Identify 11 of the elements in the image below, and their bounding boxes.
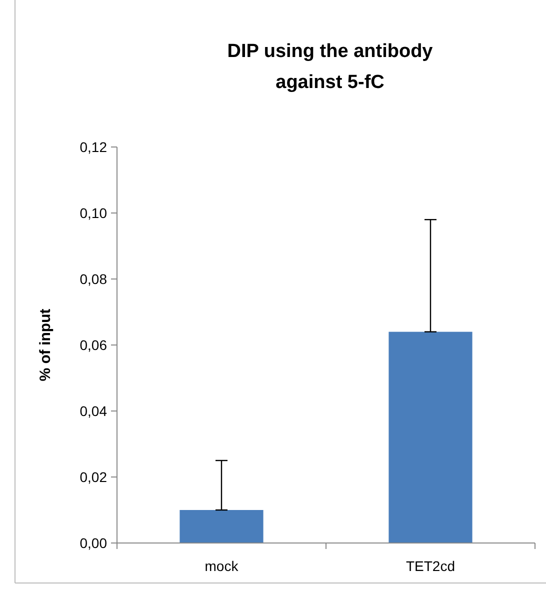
y-tick-label: 0,10: [80, 204, 108, 221]
y-tick-label: 0,02: [80, 468, 108, 485]
y-tick-label: 0,08: [80, 270, 108, 287]
y-tick-label: 0,00: [80, 534, 108, 551]
y-tick-label: 0,04: [80, 402, 108, 419]
y-tick-label: 0,12: [80, 138, 108, 155]
x-tick-label: TET2cd: [406, 558, 456, 574]
y-tick-label: 0,06: [80, 336, 108, 353]
x-tick-label: mock: [204, 558, 240, 574]
chart-title: DIP using the antibody against 5-fC: [227, 41, 434, 93]
y-axis-title: % of input: [37, 308, 54, 382]
